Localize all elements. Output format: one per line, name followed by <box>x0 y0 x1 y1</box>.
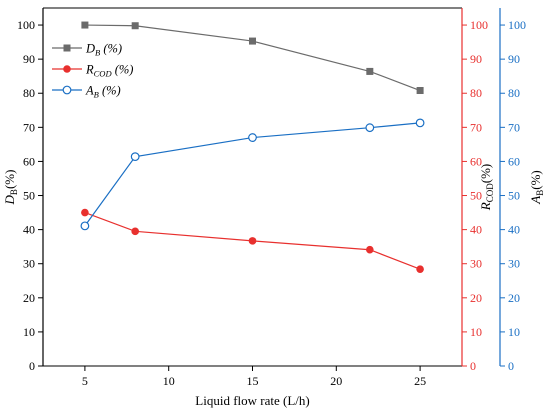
rcod-tick-label: 0 <box>470 359 476 373</box>
x-tick-label: 5 <box>82 374 88 388</box>
x-tick-label: 15 <box>247 374 259 388</box>
series-0-point <box>249 37 256 45</box>
ab-tick-label: 50 <box>508 189 520 203</box>
left-tick-label: 80 <box>23 86 35 100</box>
left-tick-label: 100 <box>17 18 35 32</box>
series-1-point <box>416 265 424 273</box>
series-2-point <box>415 118 425 128</box>
left-tick-label: 40 <box>23 223 35 237</box>
rcod-tick-label: 40 <box>470 223 482 237</box>
series-0-point <box>366 67 374 75</box>
series-1-point <box>366 245 374 254</box>
ab-tick-label: 20 <box>508 291 520 305</box>
legend-label-1: RCOD (%) <box>85 63 133 79</box>
rcod-tick-label: 60 <box>470 154 482 168</box>
series-line-0 <box>84 24 421 92</box>
legend-marker-0 <box>63 44 71 52</box>
left-tick-label: 0 <box>29 359 35 373</box>
ab-tick-label: 30 <box>508 257 520 271</box>
legend-marker-2 <box>62 85 72 95</box>
ab-tick-label: 10 <box>508 325 520 339</box>
series-0-point <box>416 87 424 95</box>
left-tick-label: 10 <box>23 325 35 339</box>
x-tick-label: 10 <box>163 374 175 388</box>
left-tick-label: 50 <box>23 189 35 203</box>
series-1-point <box>81 208 89 217</box>
ab-tick-label: 100 <box>508 18 526 32</box>
rcod-tick-label: 50 <box>470 189 482 203</box>
ab-axis-label: AB(%) <box>528 170 545 204</box>
rcod-tick-label: 90 <box>470 52 482 66</box>
rcod-tick-label: 30 <box>470 257 482 271</box>
left-tick-label: 70 <box>23 120 35 134</box>
ab-tick-label: 70 <box>508 120 520 134</box>
ab-tick-label: 60 <box>508 154 520 168</box>
ab-tick-label: 40 <box>508 223 520 237</box>
legend-label-0: DB (%) <box>85 42 122 58</box>
rcod-tick-label: 10 <box>470 325 482 339</box>
legend-marker-1 <box>63 65 71 73</box>
series-2-point <box>365 123 375 133</box>
rcod-tick-label: 70 <box>470 120 482 134</box>
x-tick-label: 25 <box>414 374 426 388</box>
series-2-point <box>80 221 90 231</box>
ab-tick-label: 90 <box>508 52 520 66</box>
series-2-point <box>130 152 140 162</box>
left-tick-label: 30 <box>23 257 35 271</box>
rcod-tick-label: 20 <box>470 291 482 305</box>
rcod-axis-label: RCOD(%) <box>478 164 495 211</box>
left-axis-label: DB(%) <box>2 170 19 206</box>
x-axis-label: Liquid flow rate (L/h) <box>195 393 309 408</box>
rcod-tick-label: 100 <box>470 18 488 32</box>
ab-tick-label: 0 <box>508 359 514 373</box>
legend-label-2: AB (%) <box>85 84 121 100</box>
series-2-point <box>248 133 257 142</box>
series-0-point <box>81 21 89 29</box>
rcod-tick-label: 80 <box>470 86 482 100</box>
series-1-point <box>131 227 139 236</box>
left-tick-label: 60 <box>23 154 35 168</box>
series-1-point <box>248 237 257 245</box>
ab-tick-label: 80 <box>508 86 520 100</box>
x-tick-label: 20 <box>330 374 342 388</box>
left-tick-label: 20 <box>23 291 35 305</box>
left-tick-label: 90 <box>23 52 35 66</box>
series-0-point <box>131 22 139 30</box>
